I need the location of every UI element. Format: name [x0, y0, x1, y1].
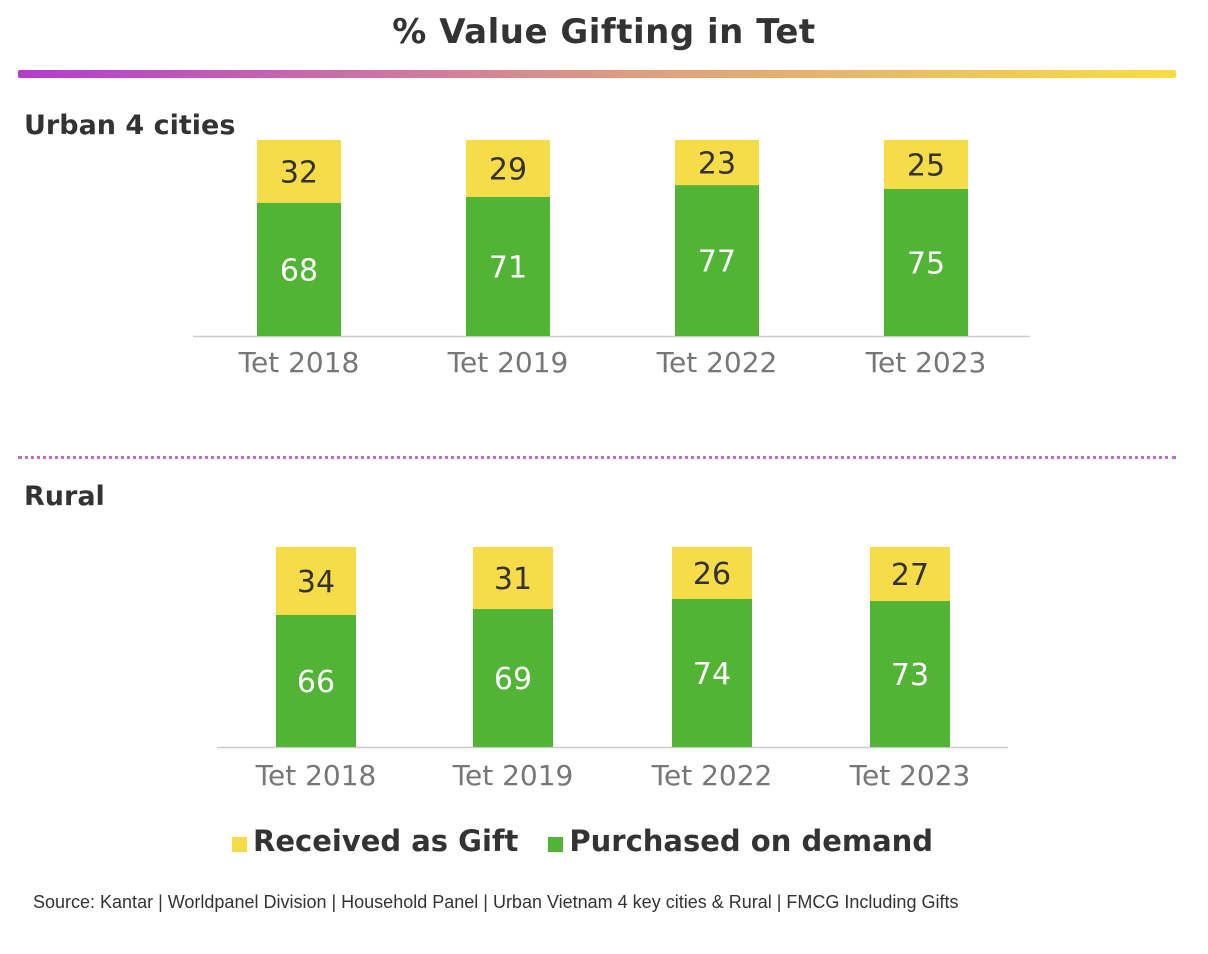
legend-label-gift: Received as Gift: [253, 824, 519, 858]
rural-bar-purchased-4: [870, 601, 950, 747]
urban-label-purchased-4: 75: [907, 247, 945, 282]
urban-bar-purchased-1: [257, 202, 341, 336]
legend-swatch-purchased: [548, 836, 564, 852]
chart-title: % Value Gifting in Tet: [392, 12, 816, 52]
rural-label-gift-4: 27: [891, 558, 929, 593]
rural-tick-label-1: Tet 2018: [255, 759, 377, 792]
stacked-bar-charts: 68 32 Tet 2018 71 29 Tet 2019 77 23 Tet 2022 75 25…: [193, 140, 1030, 792]
title-underline: [18, 70, 1176, 78]
rural-label-purchased-1: 66: [297, 665, 335, 700]
source-note: Source: Kantar | Worldpanel Division | H…: [33, 892, 959, 912]
rural-label-gift-2: 31: [494, 562, 532, 597]
rural-bar-gift-2: [473, 547, 553, 609]
urban-bar-purchased-3: [675, 185, 759, 336]
section-divider: [18, 456, 1176, 459]
rural-label-purchased-2: 69: [494, 662, 532, 697]
urban-tick-label-2: Tet 2019: [447, 346, 569, 379]
rural-bar-purchased-3: [672, 599, 752, 747]
rural-bar-purchased-1: [276, 615, 356, 747]
urban-bar-gift-2: [466, 140, 550, 197]
urban-label-purchased-1: 68: [280, 253, 318, 288]
rural-bar-gift-4: [870, 547, 950, 601]
urban-bar-gift-4: [884, 140, 968, 189]
legend-swatch-gift: [232, 836, 247, 852]
urban-tick-label-1: Tet 2018: [238, 346, 360, 379]
urban-bar-gift-1: [257, 140, 341, 203]
rural-tick-label-3: Tet 2022: [651, 759, 773, 792]
legend-label-purchased: Purchased on demand: [569, 824, 934, 858]
rural-label-purchased-4: 73: [891, 658, 929, 693]
urban-label-gift-1: 32: [280, 155, 318, 190]
urban-label-gift-2: 29: [489, 152, 527, 187]
urban-label-purchased-2: 71: [489, 250, 527, 285]
legend-item-purchased: Purchased on demand: [548, 824, 933, 858]
rural-bar-gift-3: [672, 547, 752, 599]
rural-tick-label-4: Tet 2023: [849, 759, 971, 792]
urban-panel-label: Urban 4 cities: [24, 110, 236, 141]
urban-tick-label-4: Tet 2023: [865, 346, 987, 379]
rural-bar-gift-1: [276, 547, 356, 615]
legend-item-gift: Received as Gift: [232, 824, 518, 858]
rural-bar-purchased-2: [473, 609, 553, 747]
urban-tick-label-3: Tet 2022: [656, 346, 778, 379]
legend: Received as Gift Purchased on demand: [232, 824, 963, 858]
rural-label-gift-3: 26: [693, 557, 731, 592]
urban-bar-purchased-2: [466, 196, 550, 336]
urban-bar-purchased-4: [884, 189, 968, 336]
rural-label-gift-1: 34: [297, 565, 335, 600]
rural-panel-label: Rural: [24, 481, 105, 512]
urban-label-gift-4: 25: [907, 149, 945, 184]
rural-label-purchased-3: 74: [693, 657, 731, 692]
urban-bar-gift-3: [675, 140, 759, 186]
urban-label-purchased-3: 77: [698, 245, 736, 280]
urban-label-gift-3: 23: [698, 147, 736, 182]
rural-tick-label-2: Tet 2019: [452, 759, 574, 792]
